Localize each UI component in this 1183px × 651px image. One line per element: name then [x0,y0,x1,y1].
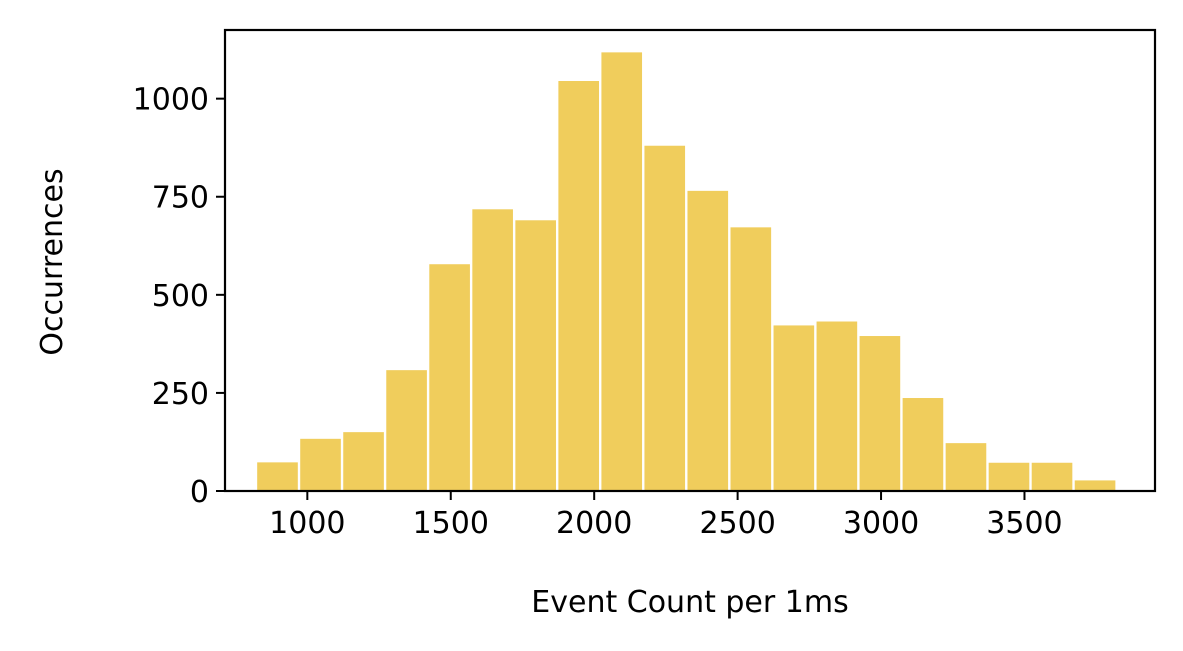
histogram-bar-0 [257,462,298,491]
histogram-bar-18 [1031,462,1073,491]
y-tick-label: 0 [190,475,209,510]
histogram-bar-8 [601,52,643,491]
histogram-bar-12 [773,325,815,491]
y-tick-label: 250 [152,377,209,412]
bars-layer [257,52,1116,492]
histogram-bar-17 [988,462,1030,491]
x-tick-label: 1000 [269,506,345,541]
histogram-bar-4 [429,264,470,491]
y-axis-title: Occurrences [35,168,70,355]
histogram-bar-3 [386,370,427,491]
plot-frame [223,28,1157,493]
histogram-bar-9 [644,145,686,492]
histogram-bar-1 [300,438,341,491]
histogram-bar-14 [859,336,901,491]
histogram-bar-5 [472,209,513,492]
histogram-bar-13 [816,321,858,491]
x-tick-label: 2500 [699,506,775,541]
x-tick-label: 1500 [413,506,489,541]
histogram-bar-6 [515,220,556,492]
x-axis-ticks: 1000 1500 2000 2500 3000 3500 [269,491,1063,541]
x-tick-label: 2000 [556,506,632,541]
x-tick-label: 3000 [843,506,919,541]
y-tick-label: 750 [152,181,209,216]
histogram-bar-11 [730,227,772,491]
histogram-bar-10 [687,190,729,492]
histogram-bar-2 [343,432,384,491]
histogram-bar-15 [902,398,944,491]
histogram-bar-7 [558,81,600,491]
x-axis-title: Event Count per 1ms [531,585,848,620]
y-tick-label: 500 [152,279,209,314]
y-axis-ticks: 0 250 500 750 1000 [133,83,225,510]
x-tick-label: 3500 [986,506,1062,541]
y-tick-label: 1000 [133,83,209,118]
histogram-bar-16 [945,443,987,491]
histogram-bar-19 [1074,480,1116,491]
